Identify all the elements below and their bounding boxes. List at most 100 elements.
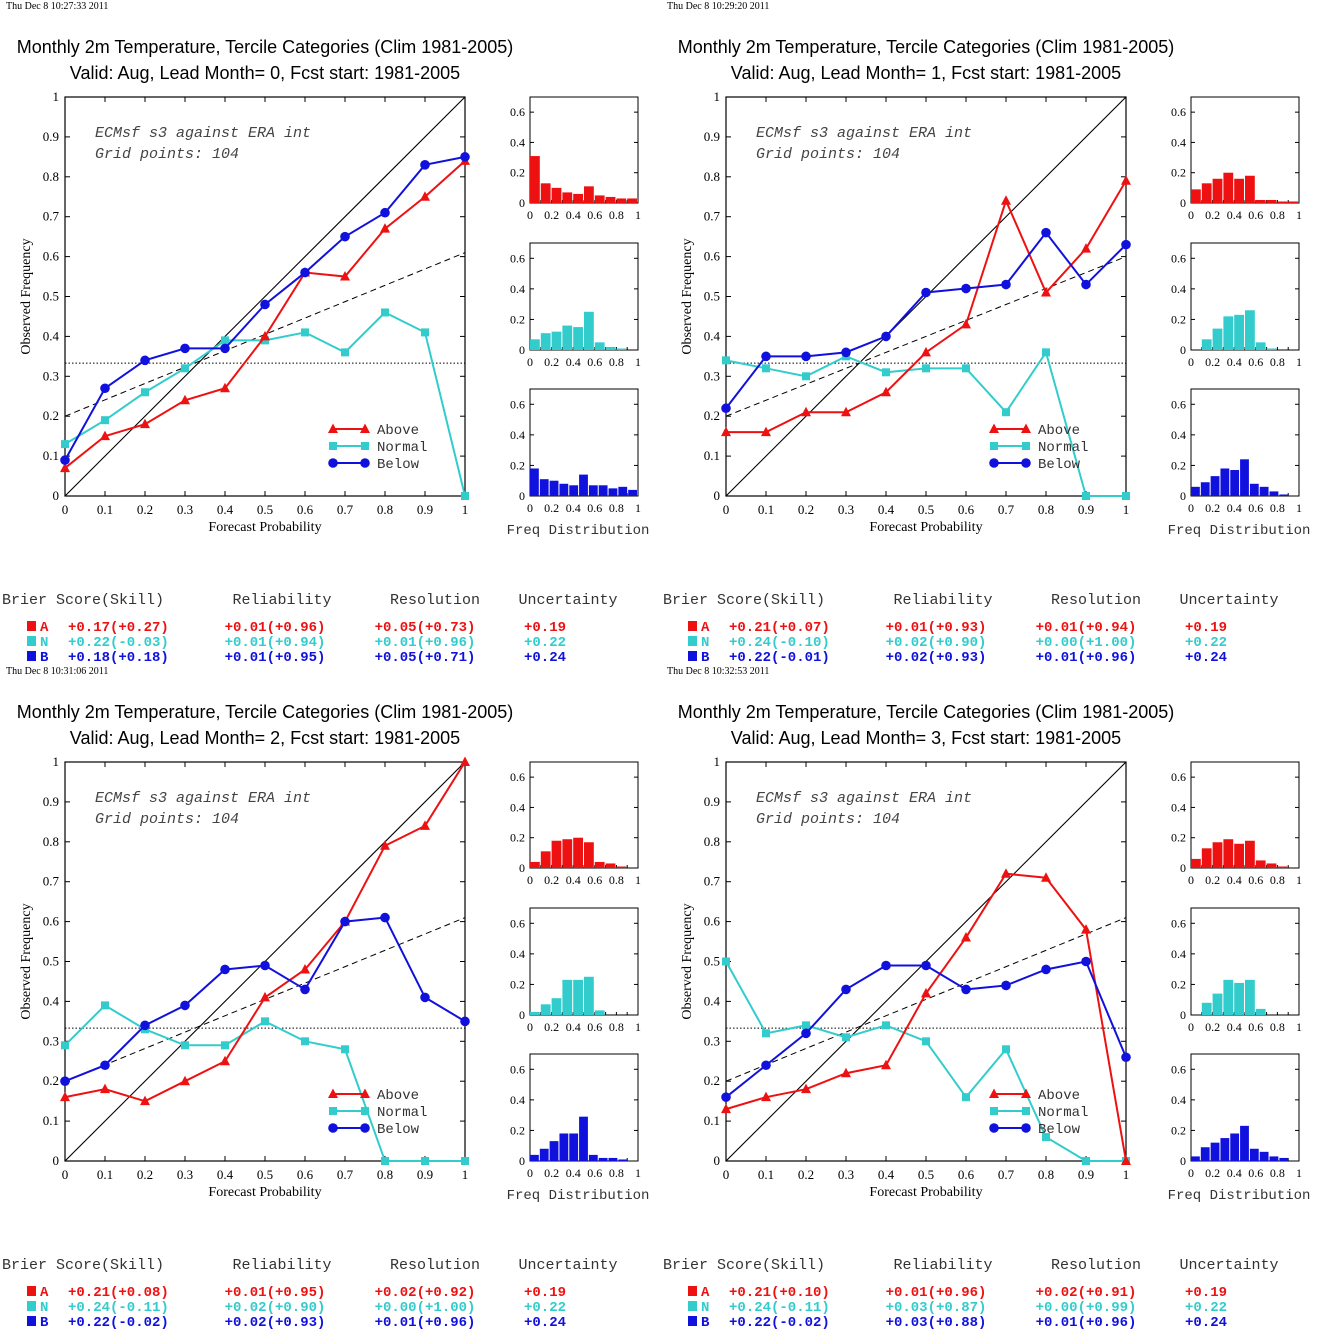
x-tick-label: 0: [723, 502, 730, 517]
hist-y-tick-label: 0: [519, 196, 525, 210]
y-tick-label: 0.8: [43, 834, 59, 849]
hist-below-bar: [1210, 1142, 1220, 1161]
y-tick-label: 0.5: [43, 289, 59, 304]
score-value: +0.21(+0.07): [729, 620, 830, 636]
series-below-point: [881, 960, 891, 971]
hist-y-tick-label: 0.6: [1171, 397, 1186, 411]
hist-above-bar: [1266, 199, 1277, 203]
series-normal-point: [962, 364, 970, 373]
y-tick-label: 0.9: [43, 794, 59, 809]
legend-normal-marker: [990, 1107, 998, 1115]
chart-subtitle: Valid: Aug, Lead Month= 0, Fcst start: 1…: [70, 63, 460, 83]
chart-svg: Thu Dec 8 10:29:20 2011 Monthly 2m Temper…: [663, 1, 1310, 665]
hist-y-tick-label: 0.2: [1171, 1123, 1186, 1137]
score-value: +0.24: [524, 1315, 566, 1330]
series-normal-point: [1042, 1133, 1050, 1142]
hist-below-bar: [539, 479, 549, 496]
score-swatch-normal: [27, 1301, 36, 1311]
legend-above-label: Above: [377, 1088, 419, 1104]
hist-below-bar: [1191, 1156, 1200, 1161]
hist-x-tick-label: 0: [1188, 208, 1194, 222]
score-value: +0.00(+1.00): [1036, 635, 1137, 651]
hist-above-bar: [605, 196, 616, 203]
hist-above-bar: [594, 195, 605, 203]
hist-x-tick-label: 0.4: [566, 1166, 581, 1180]
y-tick-label: 1: [714, 754, 721, 769]
series-normal-point: [301, 328, 309, 337]
chart-title: Monthly 2m Temperature, Tercile Categori…: [678, 702, 1175, 722]
score-value: +0.05(+0.73): [375, 620, 476, 636]
hist-normal-bar: [530, 1011, 540, 1015]
hist-y-tick-label: 0.2: [1171, 312, 1186, 326]
hist-x-tick-label: 0.8: [609, 1020, 624, 1034]
hist-normal-bar: [1255, 1008, 1266, 1015]
series-below-point: [100, 1060, 110, 1071]
series-above: [721, 175, 1131, 437]
legend-below-label: Below: [1038, 457, 1081, 473]
series-normal-point: [762, 364, 770, 373]
series-normal-point: [1002, 408, 1010, 417]
score-value: +0.18(+0.18): [68, 650, 169, 665]
series-above: [721, 868, 1131, 1165]
score-header: Uncertainty: [1179, 592, 1278, 609]
score-header: Brier Score(Skill): [663, 1257, 825, 1274]
hist-below-bar: [1279, 1157, 1289, 1161]
legend-above-label: Above: [1038, 1088, 1080, 1104]
score-value: +0.21(+0.10): [729, 1285, 830, 1301]
hist-below-bar: [1269, 1156, 1279, 1161]
y-tick-label: 0.1: [704, 448, 720, 463]
hist-below-bar: [598, 485, 608, 496]
score-category-below: B: [701, 650, 710, 665]
hist-below-bar: [608, 488, 618, 496]
hist-x-tick-label: 0.2: [1205, 1020, 1220, 1034]
series-above-point: [220, 382, 230, 393]
score-row-normal: N +0.24(-0.10) +0.02(+0.90) +0.00(+1.00) +0.…: [688, 635, 1227, 651]
hist-above-bar: [551, 187, 562, 203]
x-tick-label: 0.2: [137, 502, 153, 517]
score-value: +0.19: [524, 620, 566, 636]
x-tick-label: 0.1: [758, 502, 774, 517]
score-row-below: B +0.22(-0.02) +0.02(+0.93) +0.01(+0.96) +0.…: [27, 1315, 566, 1330]
hist-normal-bar: [551, 998, 562, 1015]
hist-above-bar: [616, 198, 627, 203]
series-below-point: [420, 160, 430, 170]
score-value: +0.01(+0.96): [375, 1315, 476, 1330]
hist-x-tick-label: 0.8: [609, 1166, 624, 1180]
hist-above: 0 0.2 0.4 0.6 0 0.2 0.4 0.6 0.8 1: [510, 96, 641, 222]
hist-normal: 0 0.2 0.4 0.6 0 0.2 0.4 0.6 0.8 1: [1171, 242, 1302, 369]
x-tick-label: 0.3: [177, 502, 193, 517]
hist-y-tick-label: 0.4: [510, 282, 525, 296]
hist-normal-bar: [594, 342, 605, 350]
y-tick-label: 0.2: [43, 408, 59, 423]
y-tick-label: 0.6: [704, 914, 721, 929]
score-value: +0.01(+0.95): [225, 1285, 326, 1301]
series-below-point: [961, 283, 971, 294]
hist-below-bar: [588, 485, 598, 496]
hist-below-bar: [1200, 482, 1210, 496]
y-tick-label: 0.4: [43, 993, 60, 1008]
hist-x-tick-label: 1: [635, 1020, 641, 1034]
hist-above-bar: [627, 198, 637, 203]
hist-below-bar: [1240, 459, 1249, 496]
series-normal-point: [101, 416, 109, 425]
score-header: Reliability: [893, 592, 992, 609]
hist-below-bar: [1230, 1133, 1240, 1161]
hist-above-bar: [1201, 848, 1212, 868]
score-value: +0.19: [524, 1285, 566, 1301]
legend-normal-label: Normal: [377, 1105, 427, 1121]
legend-above-marker: [989, 423, 999, 433]
hist-normal-bar: [562, 979, 573, 1015]
legend-above-label: Above: [1038, 423, 1080, 439]
legend-above: Above: [328, 423, 419, 439]
score-value: +0.01(+0.94): [1036, 620, 1137, 636]
hist-below-bar: [1249, 1148, 1259, 1161]
legend-above-marker: [328, 1088, 338, 1098]
score-value: +0.01(+0.93): [886, 620, 987, 636]
series-normal-point: [962, 1093, 970, 1102]
hist-x-tick-label: 0: [1188, 1166, 1194, 1180]
hist-below-bar: [539, 1148, 549, 1161]
hist-x-tick-label: 0.4: [566, 1020, 581, 1034]
series-above: [60, 756, 470, 1106]
perfect-reliability-line: [64, 96, 466, 497]
y-tick-label: 1: [714, 89, 721, 104]
